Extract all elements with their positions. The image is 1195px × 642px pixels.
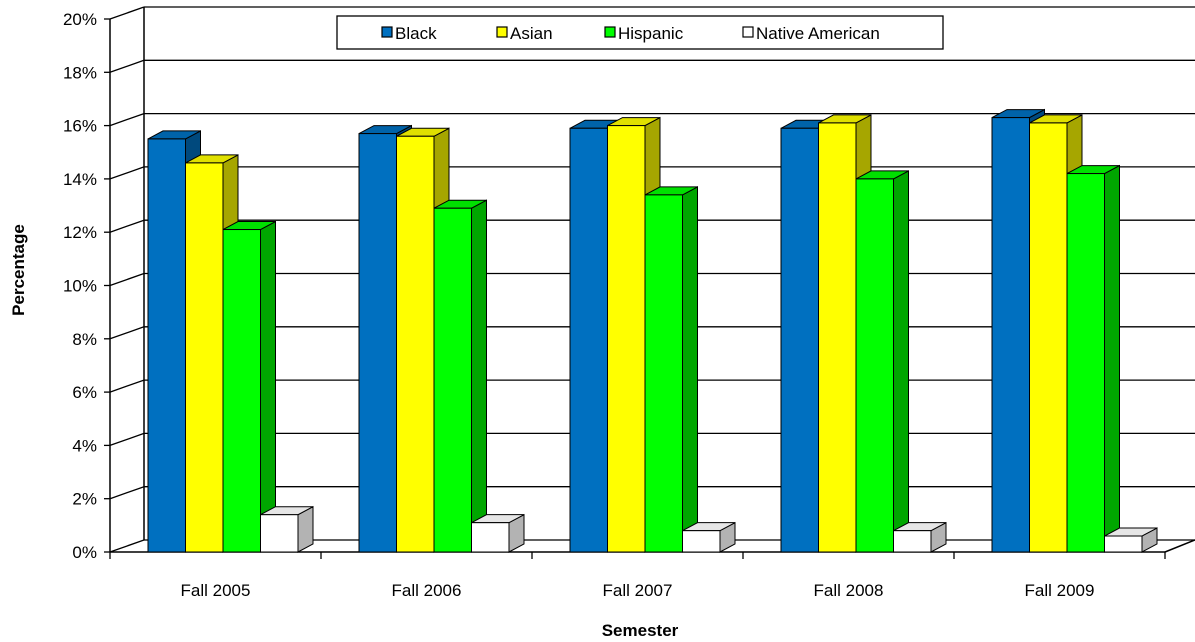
y-axis-ticks: 0% 2% 4% 6% 8% 10% 12% 14% 16% 18% 20% (63, 10, 110, 562)
gridline-diagonal (109, 326, 145, 340)
gridline-diagonal (109, 432, 145, 447)
y-tick-label: 12% (63, 223, 97, 242)
legend-label: Black (395, 24, 437, 43)
legend-label: Native American (756, 24, 880, 43)
bar (855, 170, 909, 553)
x-tick-label: Fall 2005 (181, 581, 251, 600)
floor-right-edge (1164, 539, 1195, 553)
bar-front (222, 229, 261, 553)
legend-item: Asian (496, 24, 553, 43)
gridline-diagonal (109, 219, 145, 233)
legend-item: Hispanic (604, 24, 684, 43)
gridline-diagonal (109, 486, 145, 500)
bars (147, 108, 1158, 553)
legend-label: Hispanic (618, 24, 684, 43)
x-axis-ticks: Fall 2005 Fall 2006 Fall 2007 Fall 2008 Fall… (109, 552, 1166, 600)
legend-item: Native American (742, 24, 880, 43)
gridline-diagonal (109, 112, 145, 127)
bar (1104, 527, 1158, 553)
bar-group (569, 116, 736, 553)
bar-front (893, 530, 932, 553)
bar-front (396, 135, 435, 553)
y-tick-label: 2% (72, 490, 97, 509)
bar (260, 505, 314, 553)
bar (433, 199, 487, 553)
y-tick-label: 20% (63, 10, 97, 29)
gridline-diagonal (109, 6, 145, 20)
bar-side (893, 170, 909, 553)
x-tick-label: Fall 2006 (392, 581, 462, 600)
legend-item: Black (381, 24, 437, 43)
gridline-diagonal (109, 379, 145, 393)
bar-front (1066, 173, 1105, 553)
y-tick-label: 10% (63, 277, 97, 296)
bar-group (991, 108, 1158, 553)
bar-front (358, 133, 397, 553)
bar-front (818, 122, 857, 553)
bar-front (1029, 122, 1068, 553)
bar-front (147, 138, 186, 553)
gridline-diagonal (109, 539, 145, 553)
bar (1066, 164, 1120, 553)
y-tick-label: 14% (63, 170, 97, 189)
bar-front (471, 522, 510, 553)
bar (893, 521, 947, 553)
bar-front (644, 194, 683, 553)
bar-front (569, 127, 608, 553)
bar-front (991, 117, 1030, 553)
y-tick-label: 16% (63, 117, 97, 136)
bar (471, 513, 525, 553)
bar (222, 220, 276, 553)
legend-swatch (496, 26, 508, 38)
bar-side (260, 220, 276, 553)
bar-front (1104, 535, 1143, 553)
y-axis-title: Percentage (9, 224, 28, 316)
legend: Black Asian Hispanic Native American (336, 15, 944, 50)
legend-swatch (742, 26, 754, 38)
bar (644, 186, 698, 553)
y-tick-label: 4% (72, 436, 97, 455)
y-tick-label: 0% (72, 543, 97, 562)
legend-label: Asian (510, 24, 553, 43)
y-tick-label: 18% (63, 63, 97, 82)
bar-side (471, 199, 487, 553)
bar-side (682, 186, 698, 553)
gridline-diagonal (109, 59, 145, 73)
bar (682, 521, 736, 553)
gridline-diagonal (109, 166, 145, 180)
bar-front (855, 178, 894, 553)
gridline-diagonal (109, 272, 145, 287)
legend-box (336, 15, 944, 50)
bar-front (185, 162, 224, 553)
bar-group (147, 130, 314, 553)
bar-front (780, 127, 819, 553)
y-tick-label: 8% (72, 330, 97, 349)
y-tick-label: 6% (72, 383, 97, 402)
bar-group (358, 124, 525, 553)
x-axis-title: Semester (602, 621, 679, 640)
x-tick-label: Fall 2007 (603, 581, 673, 600)
bar-front (607, 125, 646, 553)
x-tick-label: Fall 2008 (814, 581, 884, 600)
x-tick-label: Fall 2009 (1025, 581, 1095, 600)
bar-front (682, 530, 721, 553)
bar-side (1104, 164, 1120, 553)
legend-swatch (604, 26, 616, 38)
bar-group (780, 114, 947, 553)
bar-front (260, 514, 299, 553)
bar-front (433, 207, 472, 553)
legend-swatch (381, 26, 393, 38)
